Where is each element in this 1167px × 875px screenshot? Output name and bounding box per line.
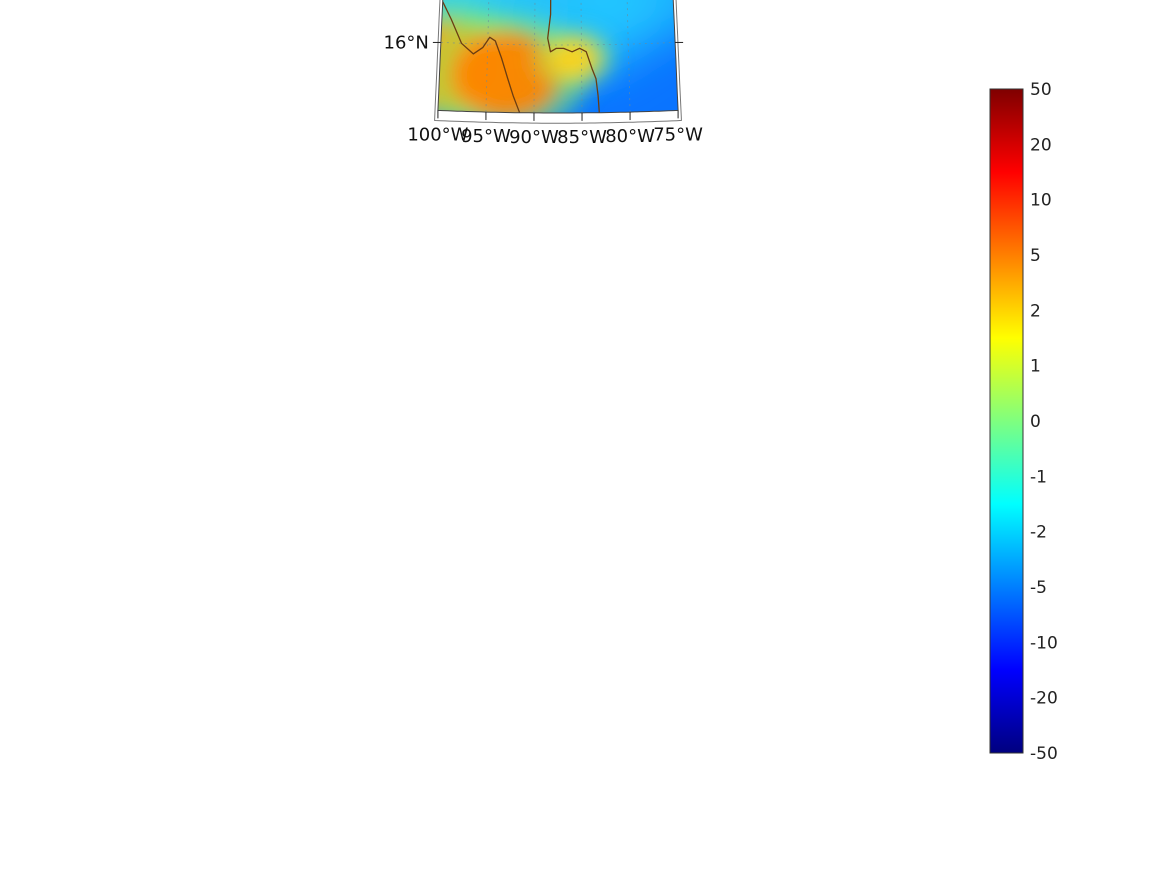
coastlines <box>442 0 600 113</box>
colorbar-gradient <box>989 88 1024 754</box>
colorbar-tick-label: -5 <box>1030 578 1047 598</box>
colorbar-tick-label: 2 <box>1030 301 1041 321</box>
map-frame-border <box>434 0 682 124</box>
colorbar-tick-label: -50 <box>1030 744 1058 764</box>
colorbar-tick-label: 1 <box>1030 357 1041 377</box>
lon-tick-label: 90°W <box>509 127 559 148</box>
lon-tick-label: 75°W <box>653 124 703 145</box>
colorbar-tick-label: -20 <box>1030 689 1058 709</box>
lat-tick-label: 16°N <box>384 32 429 53</box>
colorbar-tick-label: 0 <box>1030 412 1041 432</box>
lon-tick-label: 100°W <box>407 124 468 145</box>
lon-tick-label: 80°W <box>605 126 655 147</box>
coastline <box>468 0 600 113</box>
axis-ticks <box>432 41 684 121</box>
colorbar-tick-label: 5 <box>1030 246 1041 266</box>
lon-tick-label: 95°W <box>461 126 511 147</box>
lon-tick-label: 85°W <box>557 127 607 148</box>
colorbar-tick-label: 10 <box>1030 191 1052 211</box>
colorbar-tick-label: -2 <box>1030 523 1047 543</box>
colorbar-tick-label: 20 <box>1030 135 1052 155</box>
colorbar-tick-label: -10 <box>1030 633 1058 653</box>
axis-labels: 100°W95°W90°W85°W80°W75°W32°N28°N24°N20°… <box>384 32 704 148</box>
coastline <box>442 1 521 113</box>
colorbar-tick-label: 50 <box>1030 80 1052 100</box>
colorbar-tick-label: -1 <box>1030 467 1047 487</box>
hotspot <box>535 29 614 88</box>
map-area <box>437 0 679 113</box>
